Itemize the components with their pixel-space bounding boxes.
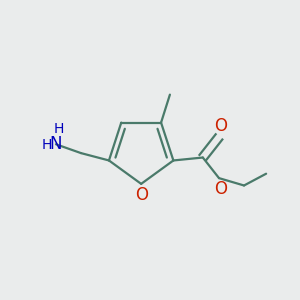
Text: O: O bbox=[214, 181, 227, 199]
Text: O: O bbox=[135, 186, 148, 204]
Text: N: N bbox=[50, 135, 62, 153]
Text: H: H bbox=[41, 138, 52, 152]
Text: O: O bbox=[214, 117, 227, 135]
Text: H: H bbox=[53, 122, 64, 136]
